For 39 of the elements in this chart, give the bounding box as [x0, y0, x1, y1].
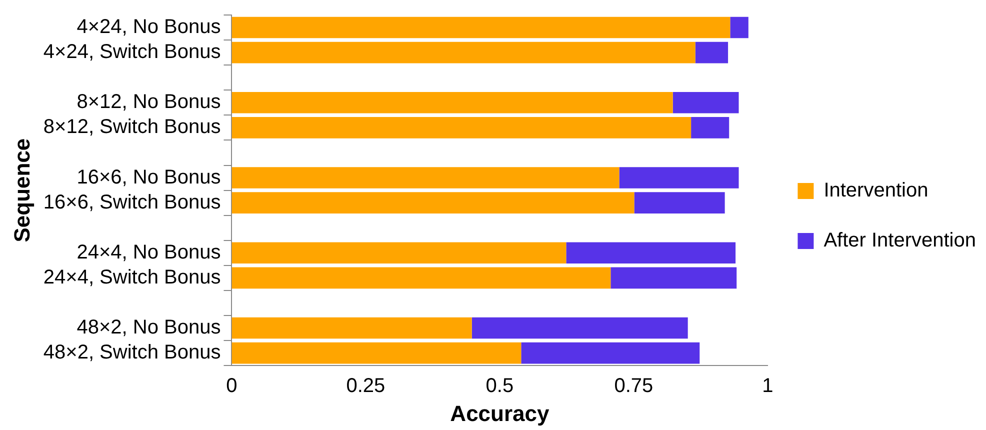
- x-tick-label: 0.75: [614, 375, 654, 398]
- bar: [232, 92, 673, 114]
- bar: [232, 16, 730, 38]
- bar: [232, 192, 634, 214]
- y-tick-label: 4×24, No Bonus: [76, 16, 221, 38]
- y-tick-label: 16×6, No Bonus: [76, 166, 221, 188]
- bar: [610, 267, 737, 289]
- bar: [691, 117, 730, 138]
- bar: [232, 42, 696, 64]
- x-tick-label: 1: [762, 375, 774, 398]
- bar: [472, 317, 688, 339]
- y-tick-label: 8×12, No Bonus: [76, 91, 221, 114]
- bar: [695, 42, 728, 64]
- y-tick-label: 24×4, No Bonus: [76, 241, 221, 264]
- y-axis-title: Sequence: [9, 138, 34, 242]
- bar: [232, 317, 472, 339]
- x-tick-label: 0: [226, 375, 238, 398]
- bar: [730, 16, 748, 38]
- y-tick-label: 48×2, Switch Bonus: [43, 342, 221, 364]
- legend-label: After Intervention: [824, 230, 976, 252]
- bar: [232, 242, 566, 264]
- x-axis-title: Accuracy: [450, 400, 550, 426]
- y-tick-label: 4×24, Switch Bonus: [43, 41, 221, 64]
- x-tick-label: 0.5: [486, 375, 514, 398]
- y-tick-label: 24×4, Switch Bonus: [43, 266, 221, 288]
- y-tick-label: 8×12, Switch Bonus: [43, 116, 221, 138]
- y-tick-label: 48×2, No Bonus: [76, 316, 221, 339]
- bar: [521, 342, 700, 364]
- bar: [232, 117, 692, 138]
- bar: [634, 192, 725, 214]
- bar: [566, 242, 736, 264]
- bar: [619, 167, 739, 188]
- y-tick-label: 16×6, Switch Bonus: [43, 191, 221, 214]
- bar: [232, 267, 611, 289]
- bar: [232, 342, 522, 364]
- bar: [672, 92, 739, 114]
- legend-label: Intervention: [824, 180, 928, 202]
- x-tick-label: 0.25: [346, 375, 386, 398]
- bar: [232, 167, 620, 188]
